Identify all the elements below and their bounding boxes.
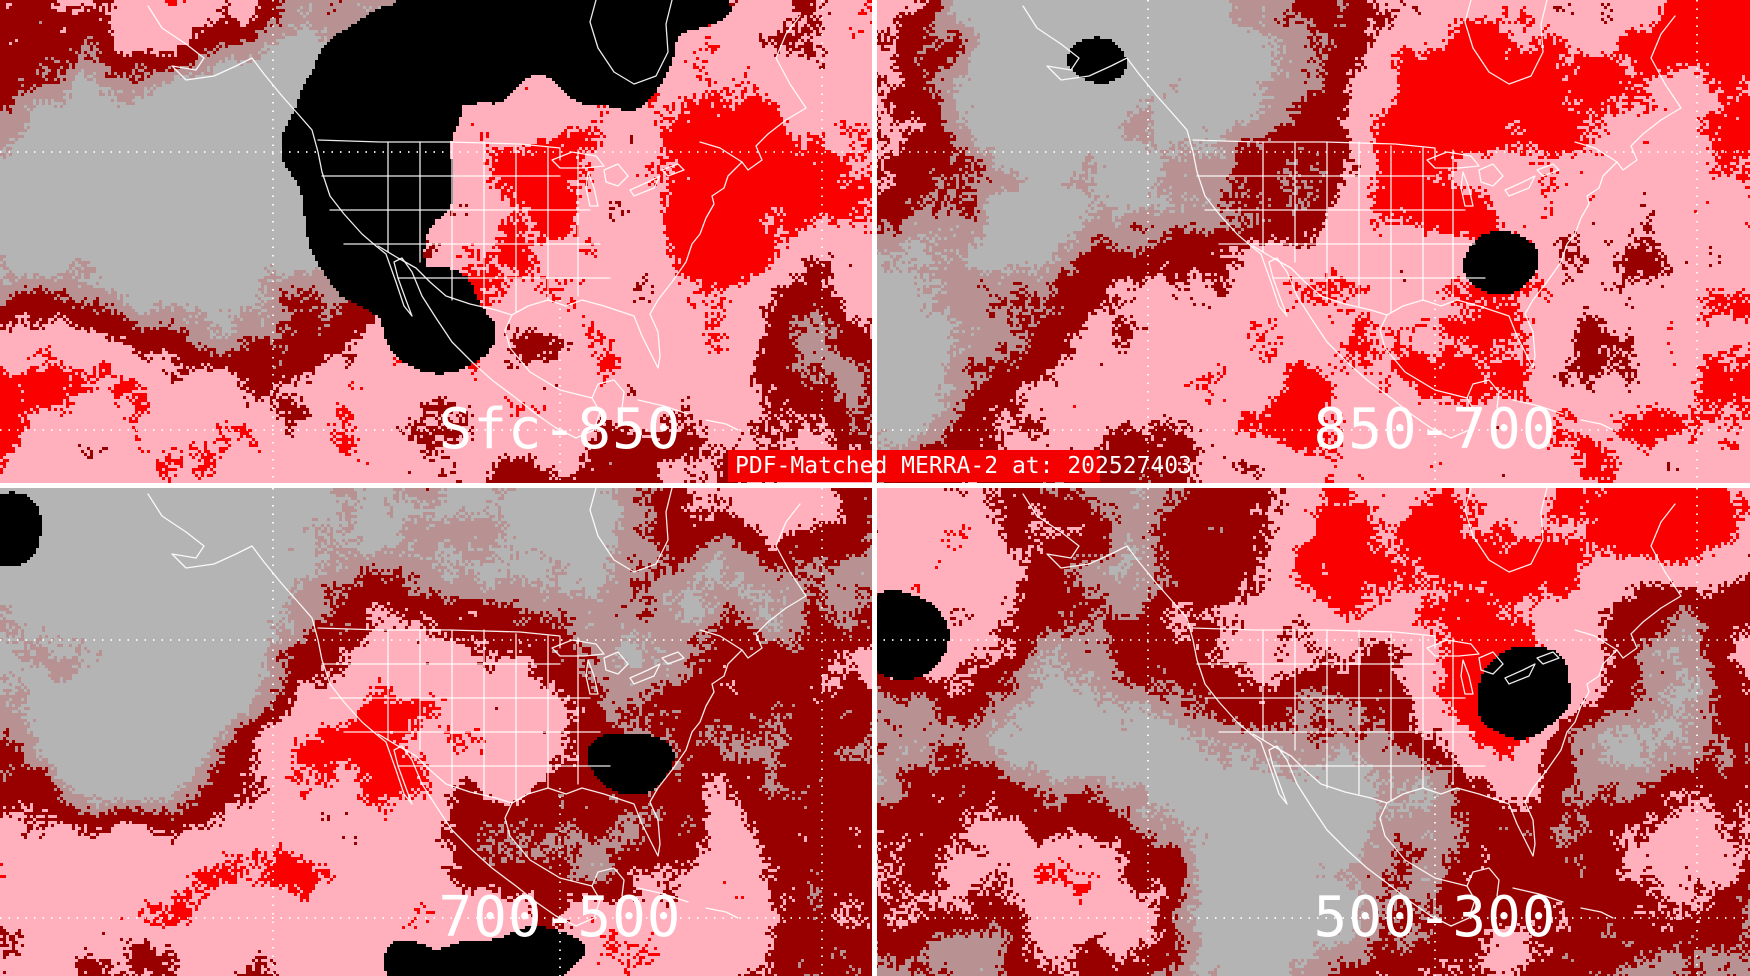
panel-850-700: 850-700 — [875, 0, 1750, 488]
panel-500-300: 500-300 — [875, 488, 1750, 976]
panel-label-850-700: 850-700 — [1313, 397, 1557, 462]
panel-sfc-850: Sfc-850 — [0, 0, 875, 488]
panel-700-500: 700-500 — [0, 488, 875, 976]
caption-bar: PDF-Matched MERRA-2 at: 202527403 — [728, 450, 1192, 482]
panel-label-sfc-850: Sfc-850 — [438, 397, 682, 462]
caption-text: PDF-Matched MERRA-2 at: 202527403 — [735, 453, 1192, 479]
panel-divider-vertical — [872, 0, 877, 976]
panel-divider-horizontal — [0, 483, 1750, 488]
panel-label-500-300: 500-300 — [1313, 885, 1557, 950]
panel-label-700-500: 700-500 — [438, 885, 682, 950]
